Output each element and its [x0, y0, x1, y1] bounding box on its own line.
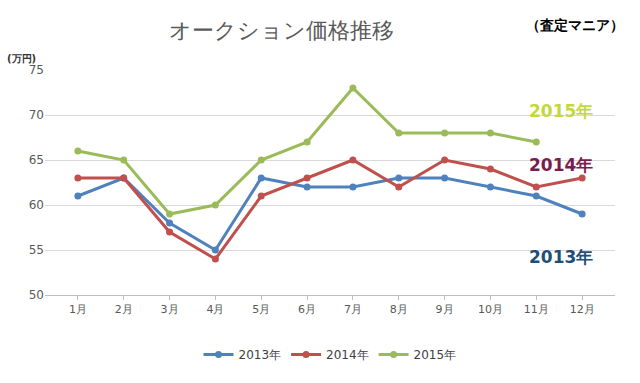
svg-text:2014年: 2014年 [326, 348, 369, 362]
svg-text:50: 50 [29, 288, 44, 302]
svg-text:10月: 10月 [478, 303, 503, 316]
svg-text:5月: 5月 [252, 303, 270, 316]
svg-text:70: 70 [29, 108, 44, 122]
svg-text:8月: 8月 [390, 303, 408, 316]
svg-text:65: 65 [29, 153, 44, 167]
svg-text:7月: 7月 [344, 303, 362, 316]
svg-text:2013年: 2013年 [529, 247, 593, 267]
svg-text:(万円): (万円) [7, 53, 36, 64]
svg-text:（査定マニア）: （査定マニア） [526, 17, 624, 33]
svg-text:2015年: 2015年 [414, 348, 457, 362]
svg-text:3月: 3月 [161, 303, 179, 316]
svg-text:2013年: 2013年 [239, 348, 282, 362]
svg-text:オークション価格推移: オークション価格推移 [169, 18, 394, 43]
svg-text:12月: 12月 [570, 303, 595, 316]
svg-text:4月: 4月 [206, 303, 224, 316]
svg-text:2014年: 2014年 [529, 155, 593, 175]
svg-text:6月: 6月 [298, 303, 316, 316]
svg-text:2015年: 2015年 [529, 101, 593, 121]
svg-text:1月: 1月 [69, 303, 87, 316]
svg-text:75: 75 [29, 63, 44, 77]
svg-text:55: 55 [29, 243, 44, 257]
svg-text:9月: 9月 [436, 303, 454, 316]
svg-text:11月: 11月 [524, 303, 549, 316]
svg-text:60: 60 [29, 198, 44, 212]
svg-text:2月: 2月 [115, 303, 133, 316]
